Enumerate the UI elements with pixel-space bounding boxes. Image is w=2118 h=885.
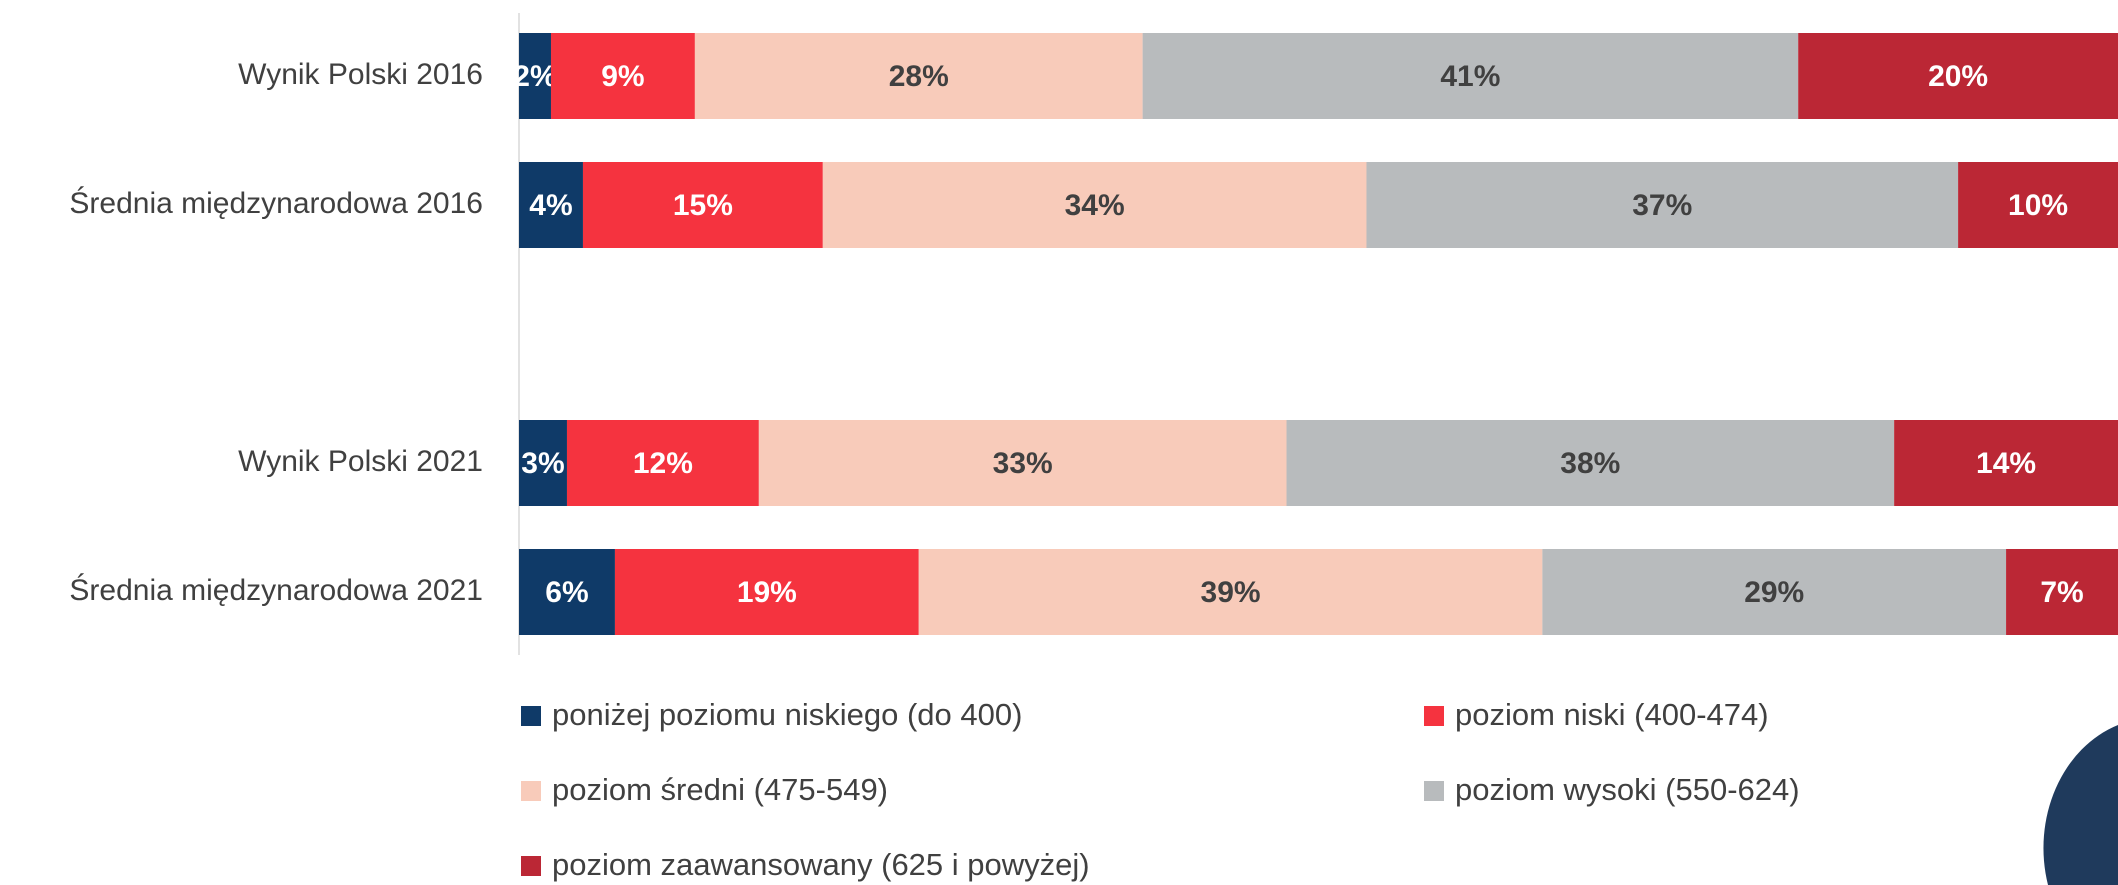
data-label: 15% [673,189,733,222]
legend-label: poniżej poziomu niskiego (do 400) [552,697,1022,732]
data-label: 4% [529,189,572,222]
legend-swatch [1424,706,1444,726]
data-label: 28% [889,60,949,93]
category-label: Średnia międzynarodowa 2016 [69,186,483,220]
data-label: 14% [1976,447,2036,480]
legend-swatch [1424,781,1444,801]
decoration [2043,725,2118,885]
category-label: Wynik Polski 2016 [238,58,483,91]
data-label: 10% [2008,189,2068,222]
category-label: Wynik Polski 2021 [238,445,483,478]
data-label: 19% [737,576,797,609]
data-label: 6% [545,576,588,609]
legend-swatch [521,856,541,876]
category-label: Średnia międzynarodowa 2021 [69,573,483,607]
data-label: 41% [1440,60,1500,93]
legend-swatch [521,781,541,801]
data-label: 2% [513,60,556,93]
data-label: 29% [1744,576,1804,609]
data-label: 9% [601,60,644,93]
data-label: 34% [1065,189,1125,222]
data-label: 37% [1632,189,1692,222]
data-label: 39% [1201,576,1261,609]
legend-label: poziom średni (475-549) [552,772,888,807]
data-label: 3% [521,447,564,480]
data-label: 20% [1928,60,1988,93]
legend-label: poziom niski (400-474) [1455,697,1769,732]
data-label: 7% [2040,576,2083,609]
data-label: 38% [1560,447,1620,480]
chart: Wynik Polski 2016 2% 9% 28% 41% 20% Średnia mi… [0,0,2118,885]
legend-swatch [521,706,541,726]
data-label: 12% [633,447,693,480]
legend-label: poziom zaawansowany (625 i powyżej) [552,847,1090,882]
data-label: 33% [993,447,1053,480]
legend-label: poziom wysoki (550-624) [1455,772,1800,807]
